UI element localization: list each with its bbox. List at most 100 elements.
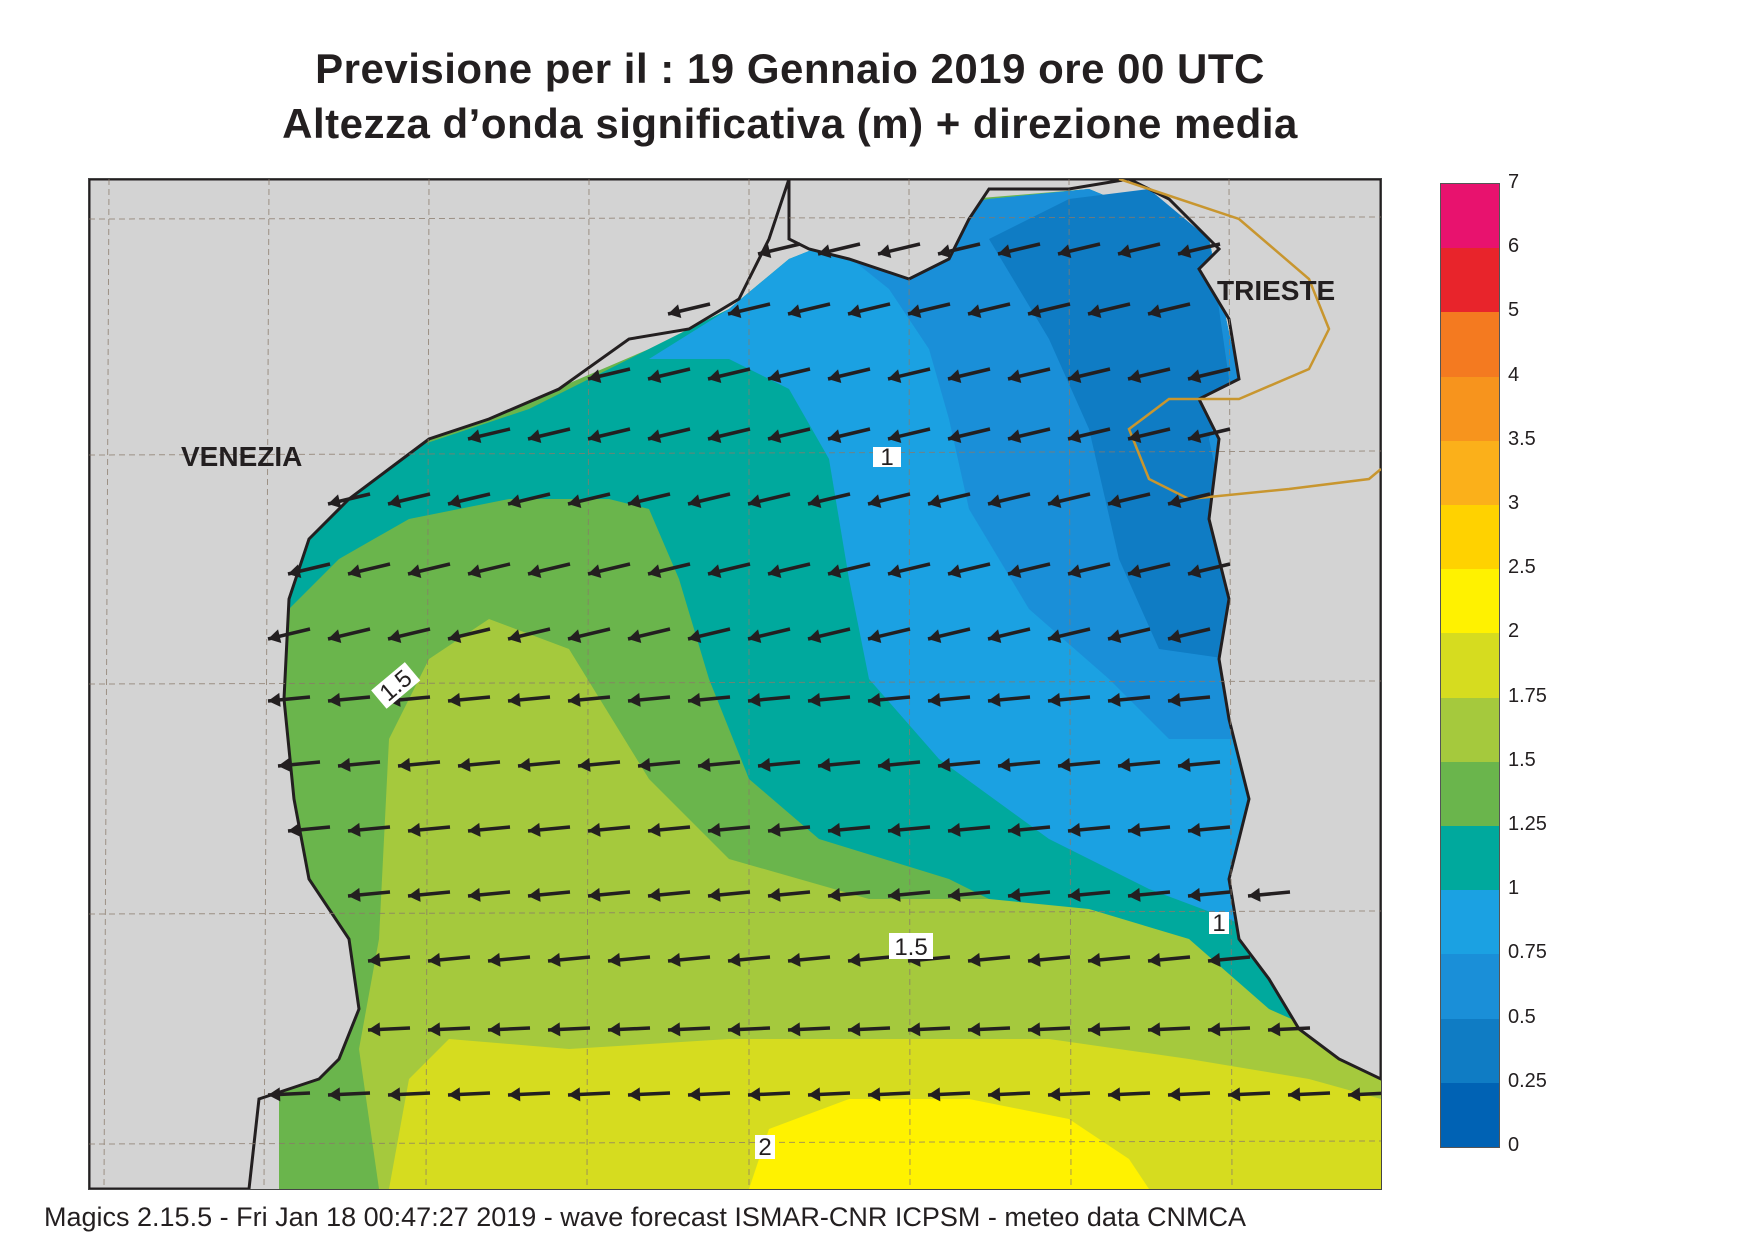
arrow-head — [1108, 494, 1122, 509]
arrow-head — [1168, 629, 1182, 644]
contour-label-1-5-south: 1.5 — [889, 933, 933, 961]
arrow-head — [628, 629, 642, 644]
arrow-head — [1128, 822, 1141, 837]
arrow-head — [728, 304, 742, 319]
legend-band — [1441, 761, 1499, 827]
arrow-head — [948, 822, 961, 837]
arrow-head — [628, 1087, 641, 1102]
legend-label: 7 — [1508, 171, 1520, 193]
arrow-head — [288, 822, 301, 837]
arrow-head — [1148, 1022, 1161, 1037]
wave-map-svg: 1 1.5 1.5 1 2 — [89, 179, 1381, 1189]
legend-band — [1441, 633, 1499, 699]
arrow-head — [768, 887, 781, 902]
arrow-head — [828, 887, 841, 902]
arrow-head — [588, 564, 602, 579]
contour-labels: 1 1.5 1.5 1 2 — [371, 444, 1229, 1161]
arrow-head — [808, 692, 821, 707]
legend-label: 0 — [1508, 1134, 1520, 1156]
wave-map: 1 1.5 1.5 1 2 VENEZIA TRIESTE — [88, 178, 1382, 1190]
arrow-head — [1108, 1087, 1121, 1102]
arrow-head — [1188, 887, 1201, 902]
legend-band — [1441, 312, 1499, 378]
arrow-head — [568, 494, 582, 509]
national-border — [1118, 179, 1381, 501]
arrow-head — [848, 304, 862, 319]
arrow-head — [828, 429, 842, 444]
arrow-head — [528, 564, 542, 579]
map-title-line1: Previsione per il : 19 Gennaio 2019 ore … — [315, 45, 1265, 92]
arrow-head — [588, 369, 602, 384]
city-label-venezia: VENEZIA — [181, 441, 303, 472]
arrow-head — [488, 952, 501, 967]
arrow-head — [708, 887, 721, 902]
arrow-head — [1028, 952, 1041, 967]
arrow-head — [1008, 564, 1022, 579]
arrow-head — [688, 494, 702, 509]
arrow-head — [768, 822, 781, 837]
arrow-head — [1188, 564, 1202, 579]
arrow-head — [408, 564, 422, 579]
arrow-head — [828, 564, 842, 579]
arrow-head — [828, 822, 841, 837]
arrow-head — [1128, 887, 1141, 902]
arrow-head — [988, 629, 1002, 644]
legend-label: 1.5 — [1508, 748, 1536, 771]
arrow-head — [368, 1022, 381, 1037]
arrow-head — [1188, 369, 1202, 384]
arrow-head — [908, 304, 922, 319]
arrow-head — [1118, 757, 1131, 772]
arrow-head — [648, 822, 661, 837]
svg-text:2: 2 — [758, 1134, 771, 1161]
arrow-head — [688, 692, 701, 707]
arrow-head — [348, 887, 361, 902]
color-scale-legend — [1440, 183, 1500, 1148]
legend-label: 5 — [1508, 299, 1520, 322]
arrow-head — [848, 1022, 861, 1037]
arrow-head — [1048, 1087, 1061, 1102]
legend-band — [1441, 505, 1499, 570]
arrow-head — [1008, 822, 1021, 837]
arrow-head — [808, 1087, 821, 1102]
arrow-head — [948, 429, 962, 444]
legend-label: 1 — [1508, 877, 1520, 900]
legend-band — [1441, 1018, 1499, 1084]
arrow-head — [1008, 429, 1022, 444]
arrow-head — [468, 564, 482, 579]
arrow-head — [728, 952, 741, 967]
map-title-line2: Altezza d’onda significativa (m) + direz… — [282, 100, 1298, 147]
arrow-head — [768, 429, 782, 444]
arrow-head — [468, 822, 481, 837]
land-east — [1128, 179, 1381, 1081]
wave-height-fields — [279, 189, 1381, 1189]
arrow-head — [888, 369, 902, 384]
graticule — [89, 179, 1381, 1189]
land-north-lagoon — [787, 179, 1381, 281]
arrow-head — [868, 692, 881, 707]
arrow-head — [1068, 369, 1082, 384]
arrow-head — [1188, 429, 1202, 444]
arrow-head — [758, 244, 772, 259]
arrow-head — [708, 822, 721, 837]
legend-label: 0.5 — [1508, 1005, 1536, 1028]
arrow-head — [1128, 369, 1142, 384]
arrow-head — [1168, 494, 1182, 509]
arrow-head — [1058, 757, 1071, 772]
arrow-head — [1068, 429, 1082, 444]
arrow-head — [328, 629, 342, 644]
wave-direction-arrows — [267, 242, 1381, 1102]
arrow-head — [908, 1022, 921, 1037]
legend-label: 6 — [1508, 235, 1520, 258]
arrow-head — [828, 369, 842, 384]
svg-text:1: 1 — [1212, 910, 1225, 937]
legend-label: 0.75 — [1508, 941, 1547, 964]
arrow-head — [508, 692, 521, 707]
arrow-head — [648, 564, 662, 579]
arrow-head — [1228, 1087, 1241, 1102]
arrow-head — [878, 244, 892, 259]
arrow-head — [988, 692, 1001, 707]
arrow-head — [768, 564, 782, 579]
arrow-head — [1008, 369, 1022, 384]
arrow-head — [1188, 822, 1201, 837]
arrow-head — [468, 429, 482, 444]
